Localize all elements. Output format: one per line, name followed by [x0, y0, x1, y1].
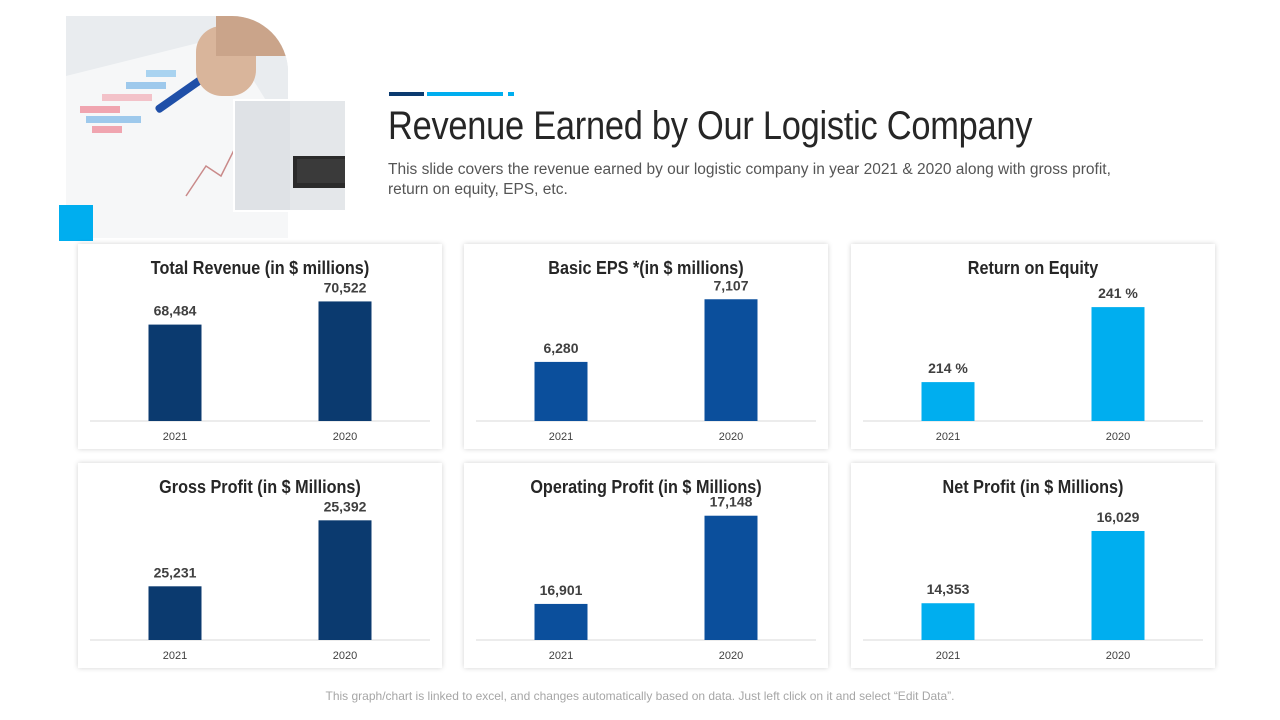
- chart-return-on-equity: 214 % 2021 241 % 2020: [863, 285, 1203, 443]
- tick-label: 2020: [719, 431, 743, 443]
- data-label: 25,231: [154, 564, 197, 580]
- chart-gross-profit: 25,231 2021 25,392 2020: [90, 498, 430, 662]
- chart-card-return-on-equity: Return on Equity 214 % 2021 241 % 2020: [851, 244, 1215, 449]
- chart-title: Basic EPS *(in $ millions): [548, 258, 744, 278]
- chart-card-total-revenue: Total Revenue (in $ millions) 68,484 2021…: [78, 244, 442, 449]
- data-label: 241 %: [1098, 285, 1138, 301]
- data-label: 16,029: [1097, 509, 1140, 525]
- bar-2020: [1091, 307, 1145, 421]
- data-label: 70,522: [324, 279, 367, 295]
- chart-basic-eps: 6,280 2021 7,107 2020: [476, 277, 816, 443]
- chart-net-profit: 14,353 2021 16,029 2020: [863, 509, 1203, 662]
- bar-2020: [704, 515, 758, 640]
- chart-title: Total Revenue (in $ millions): [150, 258, 370, 278]
- data-label: 6,280: [543, 340, 578, 356]
- footer-note: This graph/chart is linked to excel, and…: [325, 689, 955, 703]
- chart-card-operating-profit: Operating Profit (in $ Millions) 16,901 2…: [464, 463, 828, 668]
- tick-label: 2021: [936, 650, 960, 662]
- bar-2021: [534, 361, 588, 421]
- data-label: 25,392: [324, 498, 367, 514]
- page-title: Revenue Earned by Our Logistic Company: [388, 104, 1033, 148]
- data-label: 7,107: [713, 277, 748, 293]
- data-label: 16,901: [540, 582, 583, 598]
- bar-2020: [1091, 530, 1145, 640]
- bar-2021: [921, 603, 975, 640]
- chart-card-gross-profit: Gross Profit (in $ Millions) 25,231 2021 2…: [78, 463, 442, 668]
- photo-inset: [233, 99, 347, 212]
- tick-label: 2020: [1106, 431, 1130, 443]
- bar-2021: [534, 603, 588, 640]
- chart-card-net-profit: Net Profit (in $ Millions) 14,353 2021 16,…: [851, 463, 1215, 668]
- chart-title: Net Profit (in $ Millions): [942, 477, 1124, 497]
- bar-2020: [704, 299, 758, 421]
- bar-2021: [148, 586, 202, 640]
- tick-label: 2021: [163, 431, 187, 443]
- photo-inset-illustration: [235, 101, 345, 210]
- tick-label: 2021: [163, 650, 187, 662]
- page-subtitle: This slide covers the revenue earned by …: [388, 161, 1111, 198]
- tick-label: 2020: [1106, 650, 1130, 662]
- tick-label: 2020: [719, 650, 743, 662]
- chart-title: Gross Profit (in $ Millions): [159, 477, 361, 497]
- bar-2021: [148, 324, 202, 421]
- data-label: 14,353: [927, 581, 970, 597]
- accent-square: [59, 205, 93, 241]
- chart-total-revenue: 68,484 2021 70,522 2020: [90, 279, 430, 443]
- data-label: 68,484: [154, 303, 197, 319]
- bar-2021: [921, 382, 975, 421]
- data-label: 214 %: [928, 360, 968, 376]
- chart-title: Return on Equity: [967, 258, 1099, 278]
- tick-label: 2021: [549, 650, 573, 662]
- chart-title: Operating Profit (in $ Millions): [530, 477, 762, 497]
- tick-label: 2021: [549, 431, 573, 443]
- tick-label: 2021: [936, 431, 960, 443]
- tick-label: 2020: [333, 431, 357, 443]
- bar-2020: [318, 520, 372, 640]
- tick-label: 2020: [333, 650, 357, 662]
- data-label: 17,148: [710, 494, 753, 510]
- chart-card-basic-eps: Basic EPS *(in $ millions) 6,280 2021 7,10…: [464, 244, 828, 449]
- chart-operating-profit: 16,901 2021 17,148 2020: [476, 494, 816, 662]
- bar-2020: [318, 301, 372, 421]
